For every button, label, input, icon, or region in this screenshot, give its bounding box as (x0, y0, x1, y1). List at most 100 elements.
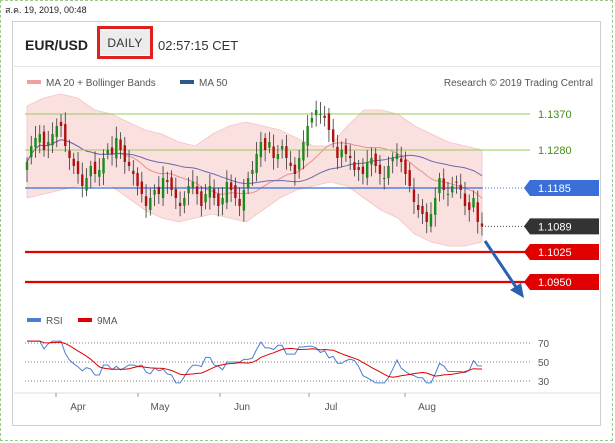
candle-body (64, 124, 67, 146)
candle (348, 144, 352, 170)
candle-body (123, 145, 127, 162)
candle (323, 105, 326, 127)
candle-body (115, 138, 118, 159)
candle-body (51, 134, 54, 146)
legend-ma20-swatch (27, 80, 41, 84)
candle (191, 170, 195, 195)
candle (161, 166, 165, 207)
chart-card (12, 21, 601, 426)
month-label: Aug (418, 402, 436, 413)
candle-body (242, 190, 246, 211)
candle-body (353, 162, 356, 170)
candle-body (59, 121, 63, 126)
candle-body (412, 189, 416, 202)
candle (408, 162, 411, 193)
candle-body (370, 158, 373, 165)
candle-body (302, 142, 305, 161)
candle-body (455, 181, 458, 183)
rsi-ma-line (27, 340, 482, 378)
candle-body (306, 126, 309, 146)
candle (85, 168, 88, 197)
candle (51, 122, 54, 153)
month-label: May (151, 402, 170, 413)
candle (302, 130, 305, 170)
candle (144, 184, 148, 218)
candle-body (421, 205, 424, 214)
candle-body (217, 193, 220, 206)
legend-rsi-ma-swatch (78, 318, 92, 322)
forecast-arrow-shaft (483, 240, 520, 291)
candle (68, 139, 71, 170)
candle (255, 142, 258, 182)
candle-body (255, 154, 258, 174)
moving-averages (26, 139, 483, 199)
candle-body (187, 186, 190, 194)
candle-body (327, 113, 331, 130)
candle (187, 177, 190, 206)
candle-body (161, 178, 165, 199)
candle-body (102, 158, 105, 174)
legend-rsi-swatch (27, 318, 41, 322)
candle (208, 174, 212, 210)
candle-body (208, 186, 212, 198)
candle (438, 172, 441, 202)
support-flag (524, 244, 599, 260)
candle (412, 177, 416, 214)
legend-ma50: MA 50 (199, 78, 228, 89)
timeframe-label: DAILY (100, 30, 150, 55)
candle (93, 151, 97, 183)
support-label: 1.1025 (538, 247, 572, 259)
price-levels: 1.1370 1.1280 1.1185 1.1089 1.1025 1.0950 (25, 109, 599, 290)
time-axis: Apr May Jun Jul Aug (55, 393, 436, 413)
rsi-tick-label: 50 (538, 358, 550, 369)
candle-body (446, 194, 450, 195)
candle-body (234, 185, 237, 198)
candle-body (285, 146, 288, 158)
candle-body (25, 162, 29, 170)
candle-body (459, 184, 462, 190)
candle (314, 100, 318, 127)
candle-body (323, 115, 326, 118)
candle (361, 158, 365, 185)
candle-body (72, 158, 75, 166)
last-price-flag (524, 218, 599, 235)
candle (200, 186, 203, 217)
candle-body (400, 158, 403, 162)
timeframe-button[interactable]: DAILY (97, 26, 153, 59)
candle (306, 115, 309, 158)
header-divider (14, 66, 600, 67)
candle (374, 148, 377, 173)
candle-body (417, 205, 420, 210)
candle-body (174, 189, 178, 198)
candle (157, 176, 161, 204)
candle-body (387, 166, 390, 179)
legend-rsi: RSI (46, 316, 63, 327)
candle (34, 126, 37, 158)
rsi-tick-label: 70 (538, 339, 550, 350)
legend-ma50-swatch (180, 80, 194, 84)
candle-body (132, 170, 135, 174)
candle-body (357, 167, 360, 170)
candle-body (293, 164, 297, 174)
candle (170, 170, 173, 197)
candle-body (314, 110, 318, 116)
candle-body (191, 182, 195, 188)
candle (30, 135, 33, 165)
candle (204, 184, 207, 210)
candle (89, 160, 92, 189)
candle (195, 175, 199, 205)
candle (64, 112, 67, 153)
candle (289, 151, 292, 171)
candle-body (472, 198, 475, 208)
candle (429, 202, 433, 233)
candle (365, 150, 369, 186)
legend-rsi-ma: 9MA (97, 316, 118, 327)
candle-body (42, 131, 46, 150)
candle (42, 125, 46, 157)
pivot-flag (524, 180, 599, 196)
candle-body (81, 174, 84, 186)
candle-body (178, 202, 182, 206)
candle (81, 162, 84, 198)
candle-body (480, 223, 484, 227)
candle (115, 126, 118, 168)
